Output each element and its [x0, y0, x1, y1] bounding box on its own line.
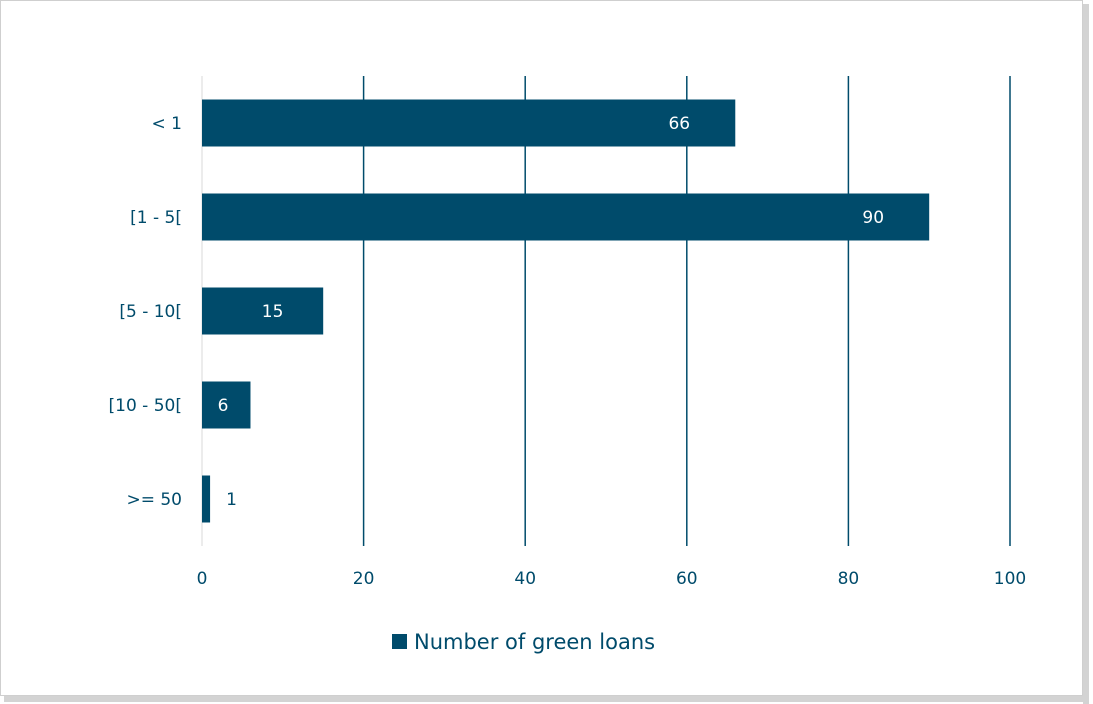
x-tick-label: 80 — [838, 569, 860, 589]
gridlines — [201, 76, 1011, 546]
legend: Number of green loans — [392, 630, 655, 654]
x-tick-label: 20 — [353, 569, 375, 589]
x-tick-label: 0 — [197, 569, 208, 589]
category-label: [1 - 5[ — [130, 208, 182, 228]
data-label: 6 — [218, 396, 229, 416]
bar-1 — [202, 193, 930, 241]
bar-4 — [202, 475, 211, 523]
legend-label: Number of green loans — [414, 630, 655, 654]
data-label: 1 — [226, 490, 237, 510]
bars — [202, 99, 930, 523]
bar-2 — [202, 287, 324, 335]
chart-frame: < 1 [1 - 5[[5 - 10[[10 - 50[>= 50 0 20 40 60… — [0, 0, 1083, 696]
category-label: [5 - 10[ — [119, 302, 182, 322]
x-tick-label: 100 — [994, 569, 1026, 589]
category-label: >= 50 — [126, 490, 182, 510]
bar-3 — [202, 381, 251, 429]
data-labels: 66 90 15 6 1 — [218, 114, 884, 510]
y-axis-labels: < 1 [1 - 5[ [5 - 10[ [10 - 50[ >= 50 — [109, 114, 182, 510]
legend-swatch — [392, 634, 407, 649]
data-label: 66 — [668, 114, 690, 134]
frame-shadow-right — [1083, 4, 1089, 704]
x-tick-label: 60 — [676, 569, 698, 589]
x-tick-label: 40 — [514, 569, 536, 589]
frame-shadow-bottom — [4, 696, 1089, 702]
category-label: < 1 — [152, 114, 182, 134]
bar-chart: < 1[1 - 5[[5 - 10[[10 - 50[>= 50 0 20 40 60… — [109, 76, 1027, 654]
x-axis-labels: 0 20 40 60 80 100 — [197, 569, 1027, 589]
data-label: 90 — [862, 208, 884, 228]
data-label: 15 — [262, 302, 284, 322]
category-label: [10 - 50[ — [109, 396, 182, 416]
bar-0 — [202, 99, 736, 147]
